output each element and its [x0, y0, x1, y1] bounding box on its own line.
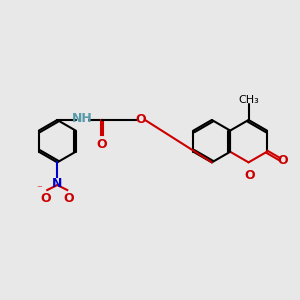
Text: NH: NH — [72, 112, 93, 125]
Text: O: O — [278, 154, 288, 167]
Text: O: O — [136, 113, 146, 127]
Text: O: O — [40, 192, 51, 206]
Text: N: N — [52, 177, 62, 190]
Text: CH₃: CH₃ — [238, 95, 259, 105]
Text: ⁻: ⁻ — [36, 184, 42, 194]
Text: O: O — [64, 192, 74, 206]
Text: O: O — [245, 169, 255, 182]
Text: O: O — [97, 138, 107, 151]
